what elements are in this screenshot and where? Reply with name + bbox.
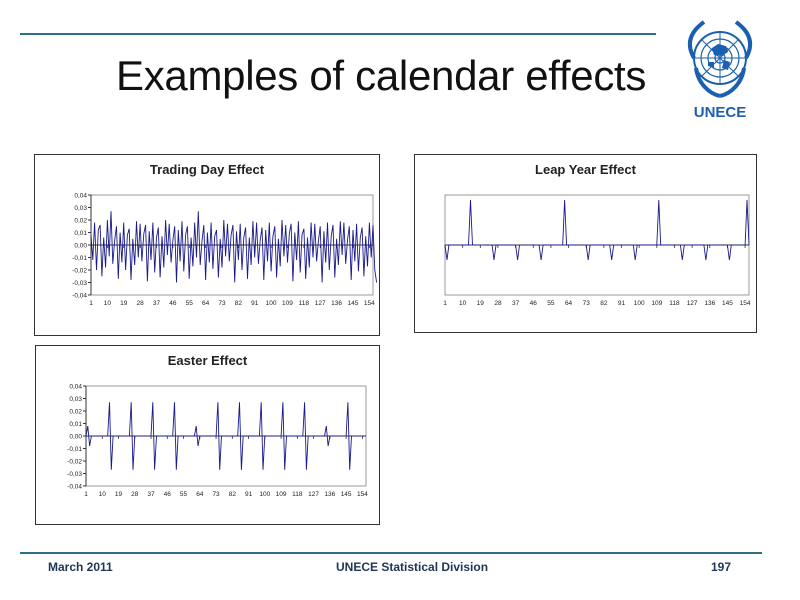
y-tick-label: -0,02 <box>72 268 87 275</box>
leap-year-chart: Leap Year Effect 1 10 19 28 37 46 55 64 73 82 91 100… <box>443 162 751 307</box>
x-tick-label: 154 <box>357 491 368 498</box>
x-tick-label: 37 <box>512 300 520 307</box>
x-tick-label: 64 <box>196 491 204 498</box>
x-tick-label: 73 <box>218 300 226 307</box>
x-tick-label: 10 <box>104 300 112 307</box>
x-tick-label: 73 <box>212 491 220 498</box>
x-tick-label: 55 <box>180 491 188 498</box>
x-tick-label: 46 <box>164 491 172 498</box>
x-tick-label: 55 <box>547 300 555 307</box>
chart-panel-trading-day: Trading Day Effect 0,04 0,03 0,02 0,01 0,00 -0… <box>34 154 380 336</box>
x-tick-label: 100 <box>634 300 645 307</box>
y-tick-label: 0,04 <box>74 193 87 200</box>
x-tick-label: 10 <box>459 300 467 307</box>
un-emblem-icon <box>687 20 753 98</box>
y-tick-label: 0,03 <box>69 396 82 403</box>
y-tick-label: 0,02 <box>69 409 82 416</box>
x-tick-label: 82 <box>235 300 243 307</box>
x-tick-label: 28 <box>131 491 139 498</box>
x-tick-label: 64 <box>202 300 210 307</box>
y-tick-label: -0,01 <box>72 255 87 262</box>
chart-panel-leap-year: Leap Year Effect 1 10 19 28 37 46 55 64 73 82 91 100… <box>414 154 757 333</box>
y-tick-label: 0,00 <box>69 434 82 441</box>
y-tick-label: 0,04 <box>69 384 82 391</box>
x-tick-label: 136 <box>331 300 342 307</box>
x-tick-label: 145 <box>348 300 359 307</box>
y-tick-label: 0,01 <box>74 230 87 237</box>
y-tick-label: -0,01 <box>67 446 82 453</box>
x-tick-label: 118 <box>292 491 303 498</box>
x-tick-label: 55 <box>186 300 194 307</box>
x-tick-label: 46 <box>530 300 538 307</box>
x-tick-label: 91 <box>618 300 626 307</box>
y-tick-label: 0,00 <box>74 243 87 250</box>
x-tick-label: 109 <box>282 300 293 307</box>
x-tick-label: 91 <box>251 300 259 307</box>
x-tick-label: 118 <box>299 300 310 307</box>
y-tick-label: -0,04 <box>67 484 82 491</box>
x-tick-label: 19 <box>115 491 123 498</box>
x-tick-label: 127 <box>687 300 698 307</box>
footer-date: March 2011 <box>48 560 113 574</box>
x-tick-label: 64 <box>565 300 573 307</box>
bottom-divider <box>20 552 762 554</box>
y-tick-label: -0,04 <box>72 293 87 300</box>
trading-day-chart: Trading Day Effect 0,04 0,03 0,02 0,01 0,00 -0… <box>72 162 378 307</box>
x-tick-label: 109 <box>651 300 662 307</box>
x-tick-label: 154 <box>364 300 375 307</box>
x-tick-label: 136 <box>324 491 335 498</box>
x-tick-label: 1 <box>89 300 93 307</box>
footer-page-number: 197 <box>711 560 732 574</box>
logo-text: UNECE <box>693 104 747 121</box>
x-tick-label: 46 <box>169 300 177 307</box>
x-tick-label: 127 <box>308 491 319 498</box>
x-tick-label: 127 <box>315 300 326 307</box>
x-tick-label: 154 <box>740 300 751 307</box>
x-tick-label: 28 <box>137 300 145 307</box>
x-tick-label: 28 <box>494 300 502 307</box>
x-tick-label: 10 <box>99 491 107 498</box>
unece-logo: UNECE <box>672 14 768 122</box>
x-tick-label: 1 <box>443 300 447 307</box>
top-divider <box>20 33 656 35</box>
series-line-easter-effect <box>85 402 366 470</box>
x-tick-label: 109 <box>276 491 287 498</box>
x-tick-label: 37 <box>153 300 161 307</box>
chart-title: Trading Day Effect <box>150 162 265 177</box>
x-tick-label: 100 <box>259 491 270 498</box>
x-tick-label: 19 <box>120 300 128 307</box>
x-tick-label: 73 <box>583 300 591 307</box>
series-line-trading-day-effect <box>90 211 378 283</box>
y-tick-label: -0,03 <box>67 471 82 478</box>
x-tick-label: 82 <box>229 491 237 498</box>
x-tick-label: 91 <box>245 491 253 498</box>
y-tick-label: 0,03 <box>74 205 87 212</box>
y-tick-label: -0,03 <box>72 280 87 287</box>
x-tick-label: 19 <box>477 300 485 307</box>
x-tick-label: 82 <box>600 300 608 307</box>
x-tick-label: 37 <box>147 491 155 498</box>
x-tick-label: 100 <box>266 300 277 307</box>
x-tick-label: 136 <box>704 300 715 307</box>
footer-organization: UNECE Statistical Division <box>336 560 489 574</box>
x-tick-label: 145 <box>722 300 733 307</box>
x-tick-label: 118 <box>669 300 680 307</box>
chart-panel-easter: Easter Effect 0,04 0,03 0,02 0,01 0,00 -0,01 -0… <box>35 345 380 525</box>
y-tick-label: 0,02 <box>74 218 87 225</box>
series-line-leap-year-effect <box>444 199 750 261</box>
y-tick-label: 0,01 <box>69 421 82 428</box>
chart-title: Leap Year Effect <box>535 162 637 177</box>
x-tick-label: 1 <box>84 491 88 498</box>
x-tick-label: 145 <box>341 491 352 498</box>
chart-title: Easter Effect <box>168 353 248 368</box>
easter-chart: Easter Effect 0,04 0,03 0,02 0,01 0,00 -0,01 -0… <box>67 353 368 498</box>
y-tick-label: -0,02 <box>67 459 82 466</box>
slide-title: Examples of calendar effects <box>116 52 647 99</box>
